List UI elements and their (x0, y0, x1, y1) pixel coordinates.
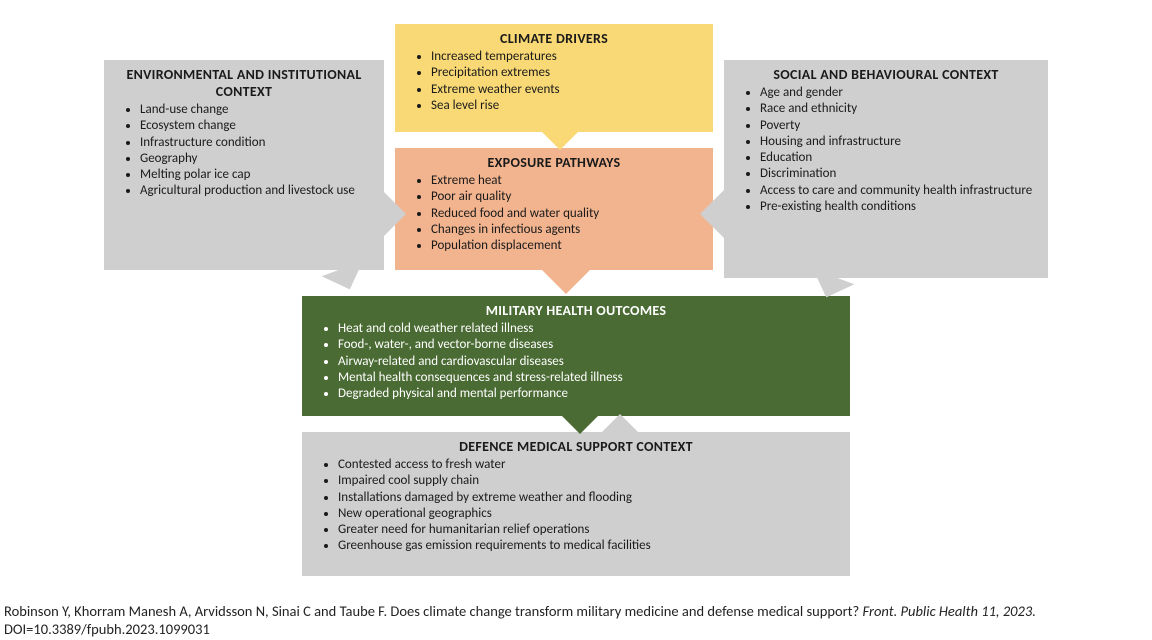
list-item: Precipitation extremes (431, 65, 703, 81)
list-item: Food-, water-, and vector-borne diseases (338, 337, 840, 353)
list-item: Race and ethnicity (760, 101, 1038, 117)
title-climate-drivers: CLIMATE DRIVERS (405, 30, 703, 47)
list-item: Reduced food and water quality (431, 206, 703, 222)
list-item: Poor air quality (431, 189, 703, 205)
box-environmental-context: ENVIRONMENTAL AND INSTITUTIONAL CONTEXT … (104, 60, 384, 270)
arrow-exposure-down (540, 268, 592, 294)
list-item: Mental health consequences and stress-re… (338, 370, 840, 386)
list-item: Poverty (760, 118, 1038, 134)
citation-question: Does climate change transform military m… (390, 602, 862, 620)
list-social-context: Age and genderRace and ethnicityPovertyH… (734, 85, 1038, 215)
list-item: Impaired cool supply chain (338, 473, 840, 489)
list-item: Melting polar ice cap (140, 167, 374, 183)
list-item: Degraded physical and mental performance (338, 386, 840, 402)
diagram-canvas: CLIMATE DRIVERS Increased temperaturesPr… (0, 0, 1152, 640)
list-exposure-pathways: Extreme heatPoor air qualityReduced food… (405, 173, 703, 254)
title-exposure-pathways: EXPOSURE PATHWAYS (405, 154, 703, 171)
list-item: Infrastructure condition (140, 135, 374, 151)
title-defence-medical-support: DEFENCE MEDICAL SUPPORT CONTEXT (312, 438, 840, 455)
list-item: Ecosystem change (140, 118, 374, 134)
arrow-drivers-down (540, 130, 580, 150)
list-item: Greater need for humanitarian relief ope… (338, 522, 840, 538)
list-item: Agricultural production and livestock us… (140, 183, 374, 199)
list-item: Housing and infrastructure (760, 134, 1038, 150)
list-item: Pre-existing health conditions (760, 199, 1038, 215)
list-item: Airway-related and cardiovascular diseas… (338, 354, 840, 370)
list-item: Age and gender (760, 85, 1038, 101)
list-item: New operational geographics (338, 506, 840, 522)
citation-authors: Robinson Y, Khorram Manesh A, Arvidsson … (4, 602, 390, 620)
list-item: Extreme weather events (431, 82, 703, 98)
list-item: Education (760, 150, 1038, 166)
list-item: Increased temperatures (431, 49, 703, 65)
arrow-defence-up (600, 414, 640, 434)
arrow-social-left (700, 190, 724, 238)
box-defence-medical-support: DEFENCE MEDICAL SUPPORT CONTEXT Conteste… (302, 432, 850, 576)
list-item: Geography (140, 151, 374, 167)
list-item: Extreme heat (431, 173, 703, 189)
citation-doi: DOI=10.3389/fpubh.2023.1099031 (4, 620, 210, 638)
list-item: Land-use change (140, 102, 374, 118)
title-environmental-context: ENVIRONMENTAL AND INSTITUTIONAL CONTEXT (114, 66, 374, 100)
list-item: Contested access to fresh water (338, 457, 840, 473)
title-military-health-outcomes: MILITARY HEALTH OUTCOMES (312, 302, 840, 319)
list-item: Changes in infectious agents (431, 222, 703, 238)
list-environmental-context: Land-use changeEcosystem changeInfrastru… (114, 102, 374, 200)
list-item: Sea level rise (431, 98, 703, 114)
list-item: Discrimination (760, 166, 1038, 182)
list-item: Heat and cold weather related illness (338, 321, 840, 337)
box-exposure-pathways: EXPOSURE PATHWAYS Extreme heatPoor air q… (395, 148, 713, 270)
box-social-context: SOCIAL AND BEHAVIOURAL CONTEXT Age and g… (724, 60, 1048, 278)
title-social-context: SOCIAL AND BEHAVIOURAL CONTEXT (734, 66, 1038, 83)
box-climate-drivers: CLIMATE DRIVERS Increased temperaturesPr… (395, 24, 713, 132)
list-defence-medical-support: Contested access to fresh waterImpaired … (312, 457, 840, 555)
arrow-env-right (382, 190, 406, 238)
list-item: Installations damaged by extreme weather… (338, 490, 840, 506)
arrow-outcomes-down (560, 414, 600, 434)
box-military-health-outcomes: MILITARY HEALTH OUTCOMES Heat and cold w… (302, 296, 850, 416)
list-climate-drivers: Increased temperaturesPrecipitation extr… (405, 49, 703, 114)
list-item: Population displacement (431, 238, 703, 254)
citation-journal: Front. Public Health 11, 2023. (863, 602, 1036, 620)
list-item: Greenhouse gas emission requirements to … (338, 538, 840, 554)
list-item: Access to care and community health infr… (760, 183, 1038, 199)
list-military-health-outcomes: Heat and cold weather related illnessFoo… (312, 321, 840, 402)
citation-text: Robinson Y, Khorram Manesh A, Arvidsson … (4, 602, 1144, 638)
